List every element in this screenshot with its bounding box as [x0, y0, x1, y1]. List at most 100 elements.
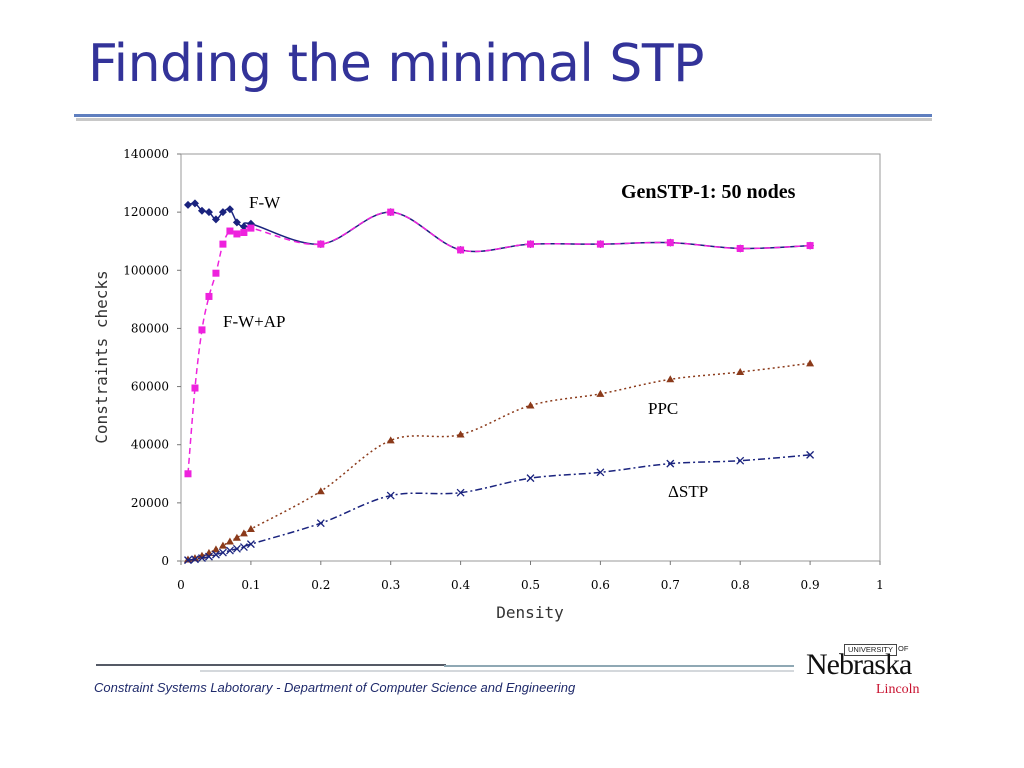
- data-point: [225, 546, 234, 555]
- y-tick-label: 140000: [123, 147, 169, 161]
- data-point: [239, 222, 248, 231]
- data-point: [386, 491, 395, 500]
- x-tick-label: 0.5: [521, 578, 540, 592]
- data-point: [212, 269, 220, 277]
- footer-divider-shadow: [200, 670, 794, 672]
- data-point: [218, 541, 227, 549]
- data-point: [219, 240, 227, 248]
- data-point: [316, 487, 325, 495]
- data-point: [204, 208, 213, 217]
- data-point: [457, 246, 465, 254]
- data-point: [225, 537, 234, 545]
- data-point: [184, 556, 192, 565]
- y-tick-label: 40000: [131, 438, 169, 452]
- data-point: [240, 228, 248, 236]
- data-point: [736, 368, 745, 376]
- y-axis: 0 20000 40000 60000 80000 100000 120000 140000: [123, 147, 181, 568]
- data-point: [526, 474, 535, 483]
- slide-title: Finding the minimal STP: [88, 34, 704, 94]
- data-point: [666, 459, 675, 468]
- data-point: [527, 240, 534, 248]
- data-point: [239, 529, 248, 537]
- data-point: [596, 240, 604, 248]
- series-layer: [183, 199, 815, 565]
- title-divider: [74, 114, 932, 117]
- data-point: [190, 199, 199, 208]
- data-point: [247, 224, 255, 232]
- x-tick-label: 0.6: [591, 578, 610, 592]
- data-point: [226, 227, 234, 235]
- data-point: [191, 384, 199, 392]
- data-point: [184, 470, 192, 478]
- data-point: [211, 545, 220, 553]
- y-tick-label: 120000: [123, 205, 169, 219]
- data-point: [232, 544, 241, 553]
- data-point: [197, 206, 206, 215]
- data-point: [736, 244, 744, 252]
- data-point: [198, 326, 206, 334]
- y-tick-label: 0: [161, 554, 169, 568]
- data-point: [806, 359, 815, 367]
- x-tick-label: 0.8: [731, 578, 750, 592]
- data-point: [387, 208, 395, 216]
- series-line: [187, 211, 811, 474]
- data-point: [456, 488, 465, 497]
- x-tick-label: 0: [177, 578, 185, 592]
- data-point: [218, 548, 227, 557]
- series-2: [183, 359, 815, 563]
- plot-frame: [180, 153, 881, 562]
- data-point: [218, 208, 227, 217]
- footer-divider: [96, 664, 446, 666]
- data-point: [232, 218, 241, 227]
- x-tick-label: 0.2: [311, 578, 330, 592]
- footer-divider-accent: [444, 665, 794, 667]
- chart-title: GenSTP-1: 50 nodes: [621, 181, 796, 203]
- y-tick-label: 100000: [123, 263, 169, 277]
- data-point: [317, 240, 325, 248]
- data-point: [232, 533, 241, 541]
- data-point: [246, 540, 255, 549]
- data-point: [205, 552, 213, 561]
- x-tick-label: 0.1: [241, 578, 260, 592]
- label-fw-ap: F-W+AP: [223, 312, 285, 331]
- x-axis-title: Density: [496, 603, 564, 622]
- data-point: [191, 555, 199, 564]
- data-point: [456, 430, 465, 438]
- logo-of-text: OF: [898, 644, 909, 653]
- logo-name: Nebraska: [806, 648, 912, 681]
- data-point: [233, 230, 241, 238]
- y-tick-label: 80000: [131, 321, 169, 335]
- x-tick-label: 0.3: [381, 578, 400, 592]
- x-tick-label: 0.4: [451, 578, 470, 592]
- data-point: [666, 375, 675, 383]
- data-point: [211, 215, 220, 224]
- data-point: [183, 555, 192, 563]
- data-point: [386, 436, 395, 444]
- y-tick-label: 20000: [131, 496, 169, 510]
- x-tick-label: 0.9: [801, 578, 820, 592]
- series-line: [187, 202, 811, 253]
- x-axis: 0 0.1 0.2 0.3 0.4 0.5 0.6 0.7 0.8 0.9 1: [177, 561, 884, 592]
- label-ppc: PPC: [648, 399, 678, 418]
- logo-university-text: UNIVERSITY: [844, 644, 898, 656]
- y-tick-label: 60000: [131, 380, 169, 394]
- series-1: [184, 208, 814, 478]
- x-tick-label: 0.7: [661, 578, 680, 592]
- data-point: [736, 456, 745, 465]
- data-point: [806, 450, 815, 459]
- university-logo: UNIVERSITY OF Nebraska Lincoln: [806, 640, 926, 702]
- label-delta-stp: ΔSTP: [668, 482, 708, 501]
- data-point: [246, 525, 255, 533]
- data-point: [316, 519, 325, 528]
- footer-caption: Constraint Systems Labotorary - Departme…: [94, 680, 576, 695]
- data-point: [211, 550, 220, 559]
- x-tick-label: 1: [876, 578, 884, 592]
- data-point: [666, 239, 674, 247]
- label-fw: F-W: [249, 193, 281, 212]
- data-point: [596, 389, 605, 397]
- data-point: [204, 548, 213, 556]
- y-axis-title: Constraints checks: [92, 270, 111, 443]
- data-point: [183, 200, 192, 209]
- logo-campus: Lincoln: [876, 682, 920, 697]
